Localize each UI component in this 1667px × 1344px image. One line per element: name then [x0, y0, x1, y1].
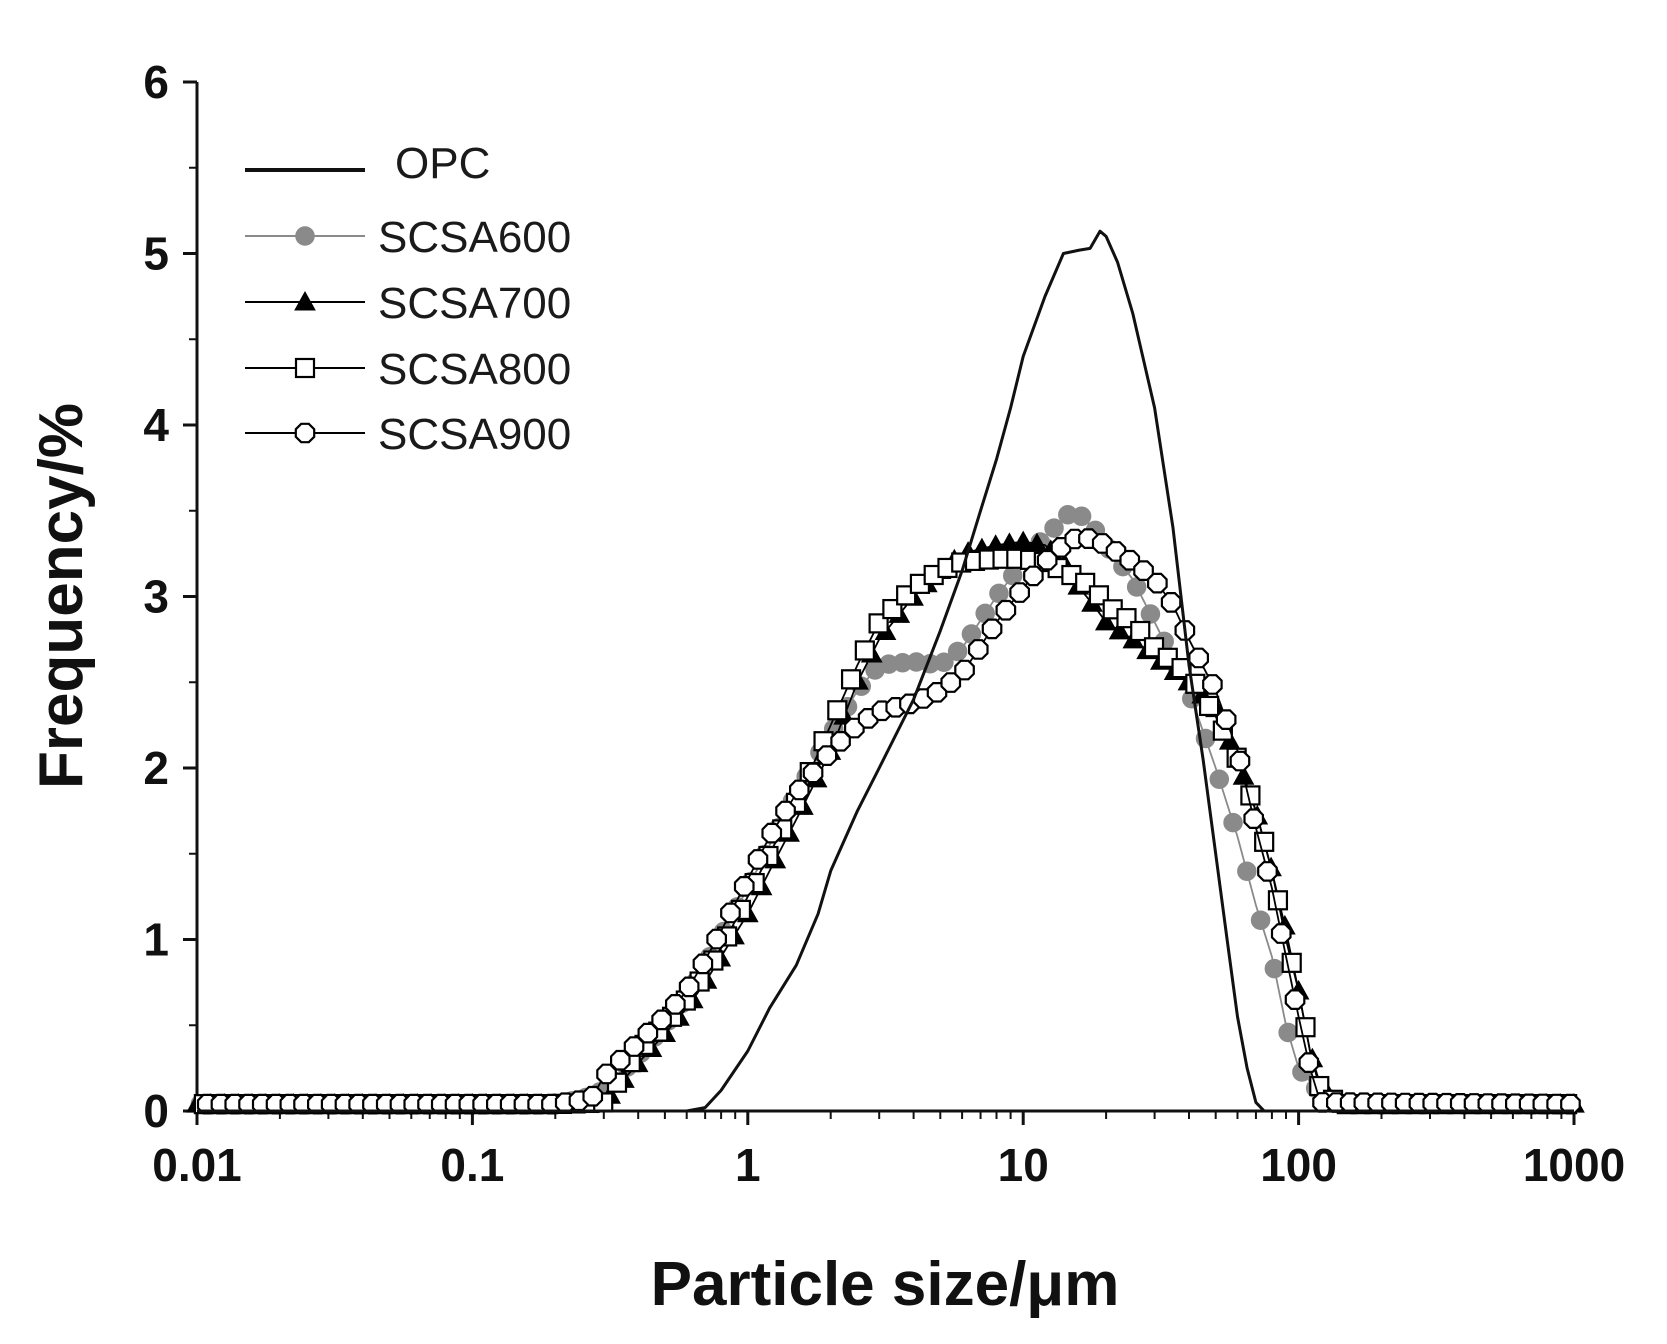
x-tick-label: 1000: [1523, 1139, 1625, 1191]
data-point: [1284, 989, 1306, 1011]
data-point: [802, 762, 824, 784]
series-opc: [197, 229, 1574, 1113]
y-tick-label: 3: [143, 571, 169, 623]
data-point: [954, 659, 975, 681]
axis-tick-labels: 0 1 2 3 4 5 6 0.01 0.1 1 10 100 1000: [143, 56, 1625, 1191]
legend-item-opc: OPC: [245, 139, 490, 188]
data-point: [1278, 1022, 1298, 1043]
x-tick-label: 100: [1260, 1139, 1337, 1191]
legend-item-scsa800: SCSA800: [245, 345, 571, 394]
data-point: [651, 1009, 672, 1031]
data-point: [989, 583, 1009, 604]
data-point: [1185, 673, 1206, 694]
data-point: [1223, 812, 1243, 833]
y-tick-label: 2: [143, 742, 169, 794]
data-point: [1257, 861, 1278, 882]
y-tick-label: 5: [143, 228, 169, 280]
series-line-scsa800: [197, 557, 1574, 1105]
x-tick-label: 0.01: [152, 1139, 242, 1191]
data-point: [1009, 582, 1031, 603]
data-point: [1188, 647, 1210, 669]
data-point: [840, 669, 862, 690]
x-tick-label: 0.1: [440, 1139, 504, 1191]
series-scsa900: [196, 528, 1581, 1115]
data-point: [733, 875, 755, 897]
data-point: [1133, 560, 1154, 582]
legend-item-scsa900: SCSA900: [245, 410, 571, 459]
data-point: [1130, 620, 1151, 642]
data-point: [1250, 910, 1271, 930]
data-point: [1140, 604, 1161, 624]
x-axis-title: Particle size/μm: [651, 1250, 1120, 1319]
data-point: [1198, 695, 1220, 717]
data-point: [1298, 1052, 1320, 1074]
data-point: [1267, 890, 1289, 911]
x-tick-label: 1: [735, 1139, 761, 1191]
legend-marker: [294, 357, 316, 379]
data-point: [1209, 769, 1230, 790]
data-point: [1108, 619, 1131, 640]
legend-label: OPC: [395, 139, 490, 188]
data-point: [761, 822, 783, 844]
data-point: [1002, 565, 1023, 586]
data-point: [582, 1085, 604, 1107]
y-axis-title: Frequency/%: [27, 403, 96, 789]
series-line-opc: [197, 229, 1574, 1113]
data-point: [1237, 861, 1257, 882]
data-point: [1229, 750, 1251, 772]
legend-item-scsa600: SCSA600: [245, 213, 571, 262]
data-point: [827, 700, 848, 721]
data-point: [775, 800, 796, 822]
data-point: [1023, 565, 1044, 587]
data-point: [947, 641, 968, 662]
data-point: [1202, 674, 1223, 695]
legend: OPC SCSA600 SCSA700 SCSA800 SCSA900: [245, 139, 571, 459]
legend-marker: [294, 422, 316, 444]
data-point: [1215, 709, 1237, 731]
data-point: [788, 779, 810, 801]
legend-item-scsa700: SCSA700: [245, 279, 571, 328]
data-point: [1160, 591, 1182, 613]
data-point: [981, 618, 1003, 640]
data-point: [720, 902, 741, 924]
data-point: [1243, 808, 1265, 830]
data-point: [1295, 1017, 1316, 1038]
data-point: [1254, 831, 1275, 852]
legend-marker: [294, 290, 316, 311]
data-point: [1094, 610, 1117, 631]
x-tick-label: 10: [998, 1139, 1049, 1191]
legend-label: SCSA700: [378, 279, 571, 328]
y-tick-label: 4: [143, 399, 169, 451]
y-tick-label: 0: [143, 1085, 169, 1137]
data-point: [854, 640, 875, 661]
y-tick-label: 6: [143, 56, 169, 108]
data-point: [995, 599, 1017, 621]
legend-label: SCSA600: [378, 213, 571, 262]
legend-marker: [295, 226, 315, 246]
data-point: [1119, 549, 1141, 571]
data-point: [1270, 923, 1292, 944]
data-point: [678, 976, 700, 998]
legend-label: SCSA800: [378, 345, 571, 394]
series-scsa600: [190, 505, 1574, 1114]
data-point: [747, 849, 769, 870]
data-point: [692, 953, 714, 975]
data-point: [1560, 1093, 1581, 1115]
data-point: [1146, 572, 1168, 594]
data-point: [934, 652, 954, 673]
data-point: [1044, 518, 1064, 538]
data-point: [1264, 958, 1285, 979]
series-layer: [186, 229, 1585, 1115]
data-point: [816, 745, 838, 767]
legend-label: SCSA900: [378, 410, 571, 459]
data-point: [1071, 506, 1092, 527]
y-tick-label: 1: [143, 914, 169, 966]
data-point: [706, 928, 728, 950]
data-point: [664, 993, 686, 1015]
data-point: [967, 639, 989, 660]
